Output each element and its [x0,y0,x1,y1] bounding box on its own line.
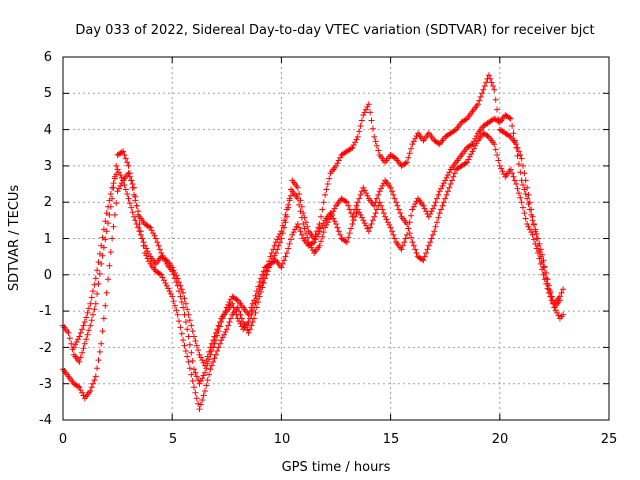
y-tick-label: 1 [44,232,52,247]
y-tick-label: 4 [44,123,52,138]
y-tick-label: -1 [39,304,52,319]
y-tick-label: -2 [39,341,52,356]
y-tick-label: 5 [44,86,52,101]
data-series [60,72,567,413]
y-tick-label: 2 [44,195,52,210]
x-axis-title: GPS time / hours [282,460,391,475]
x-tick-label: 0 [59,432,67,447]
chart-title: Day 033 of 2022, Sidereal Day-to-day VTE… [75,23,594,38]
y-axis-title: SDTVAR / TECUs [7,185,22,292]
axis-ticks [62,56,610,421]
x-tick-label: 15 [383,432,400,447]
grid-lines [63,57,609,420]
x-tick-label: 5 [169,432,177,447]
x-tick-label: 10 [274,432,291,447]
x-tick-label: 25 [601,432,618,447]
y-tick-label: 3 [44,159,52,174]
y-tick-label: 6 [44,50,52,65]
y-tick-labels: -4 -3 -2 -1 0 1 2 3 4 5 6 [39,50,52,428]
y-tick-label: 0 [44,268,52,283]
data-point-markers [70,130,563,369]
x-tick-label: 20 [492,432,509,447]
x-tick-labels: 0 5 10 15 20 25 [59,432,617,447]
series-track-c [70,130,563,369]
y-tick-label: -4 [39,413,52,428]
y-tick-label: -3 [39,377,52,392]
